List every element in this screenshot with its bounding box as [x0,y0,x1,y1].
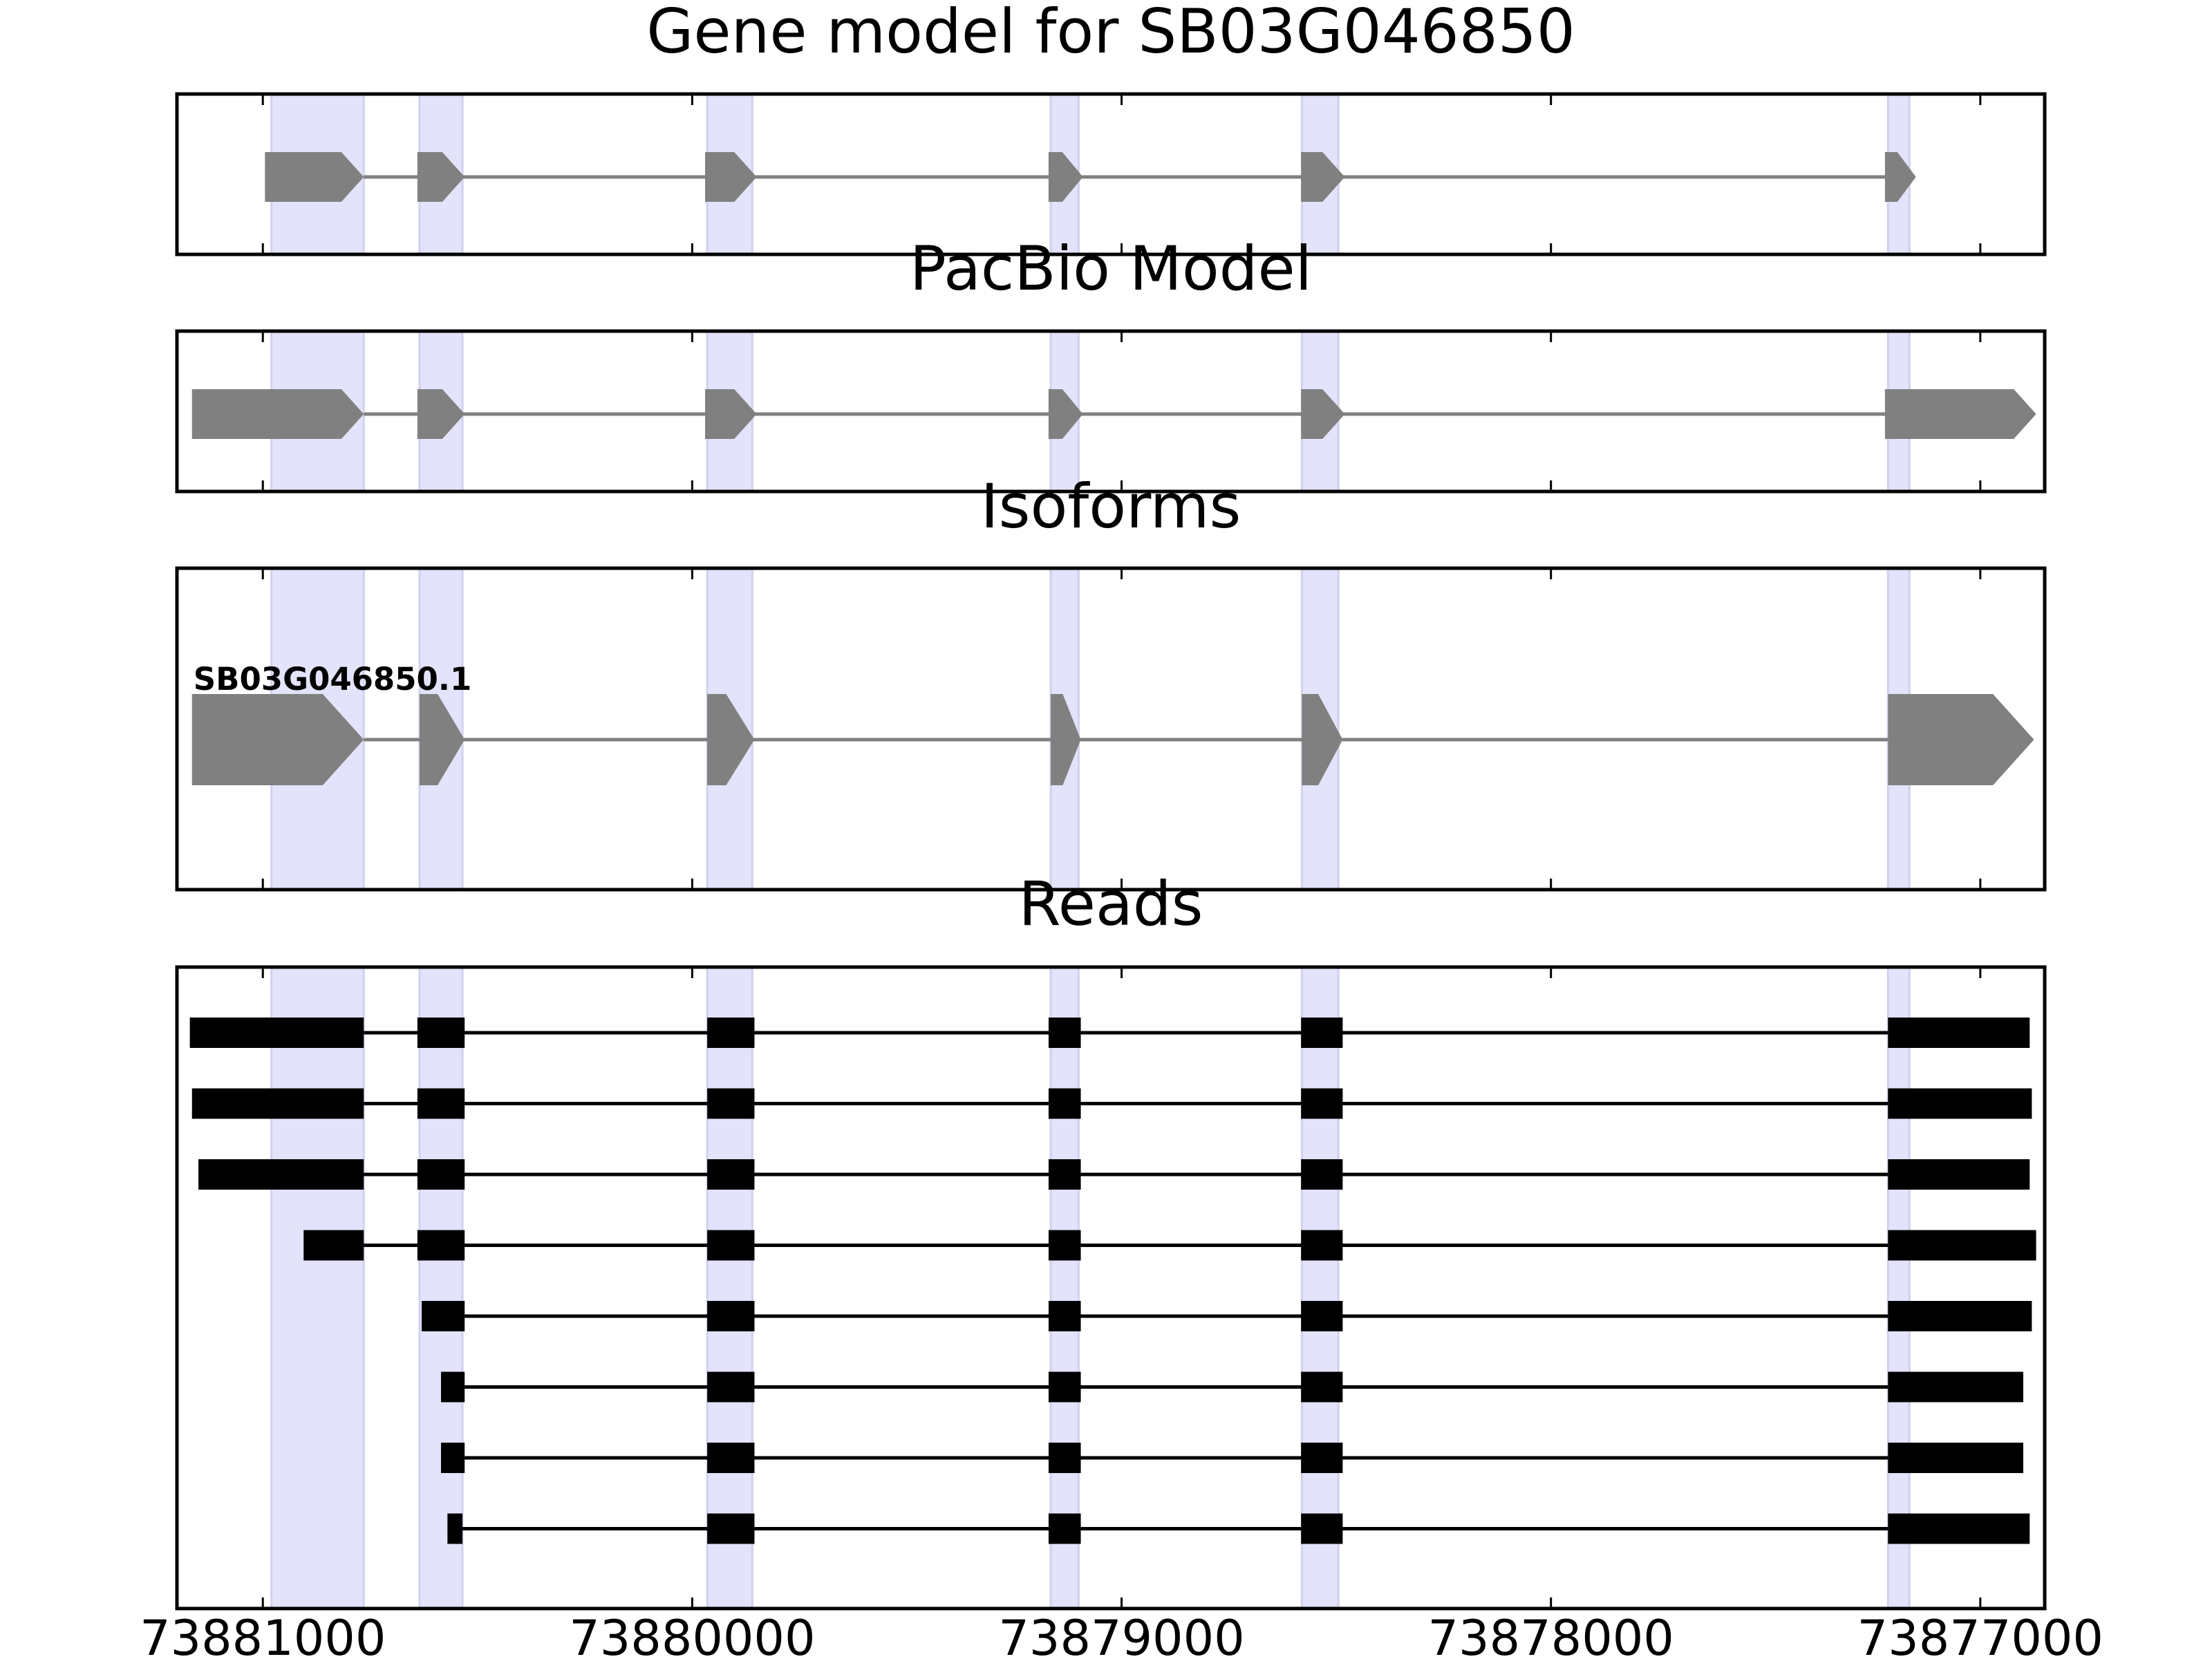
read-block [198,1159,364,1190]
exon-shape [417,152,465,202]
exon-shape [1301,152,1345,202]
panel-title: PacBio Model [910,233,1312,304]
read-block [707,1301,755,1331]
read-block [1888,1018,2030,1048]
panel-title: Gene model for SB03G046850 [646,0,1575,67]
isoform-label: SB03G046850.1 [194,661,472,697]
x-tick-label: 73880000 [569,1610,815,1659]
highlight-regions [270,93,1911,1610]
exon-shape [1051,694,1081,785]
read-block [1048,1301,1081,1331]
read-block [1888,1230,2036,1261]
isoform-track [191,694,2034,785]
read-block [1301,1230,1343,1261]
read-block [1301,1088,1343,1119]
exon-shape [417,389,465,439]
read-block [707,1088,755,1119]
read-block [1301,1371,1343,1403]
read-block [1301,1018,1343,1048]
read-block [707,1018,755,1048]
exon-shape [191,389,364,439]
exon-shape [1048,152,1083,202]
text-layer: SB03G046850.1 Gene model for SB03G046850 P… [140,0,2103,1659]
panel-frames [175,92,2047,1611]
highlight-band [1049,966,1080,1610]
highlight-band [270,966,365,1610]
exon-shape [1884,152,1916,202]
read-block [707,1371,755,1403]
exon-shape [1302,694,1343,785]
exon-shape [1048,389,1083,439]
exon-shape [1888,694,2034,785]
exon-shape [1301,389,1345,439]
read-block [447,1513,463,1544]
exon-shape [705,152,757,202]
read-track [198,1159,2030,1190]
read-block [441,1443,465,1473]
read-track [441,1371,2023,1403]
exon-shape [265,152,364,202]
read-block [1888,1371,2023,1403]
read-track [303,1230,2036,1261]
x-tick-label: 73878000 [1428,1610,1674,1659]
read-block [1048,1088,1081,1119]
read-track [441,1443,2023,1473]
read-block [1888,1088,2032,1119]
read-track [189,1018,2030,1048]
panel-frame [175,566,2047,892]
exon-shape [1884,389,2036,439]
read-track [422,1301,2032,1331]
read-block [707,1159,755,1190]
read-block [1048,1371,1081,1403]
panel-frame [175,329,2047,494]
read-block [1048,1443,1081,1473]
read-block [1048,1513,1081,1544]
read-block [707,1230,755,1261]
read-track [447,1513,2030,1544]
feature-layer [189,152,2036,1544]
read-block [1048,1018,1081,1048]
read-block [422,1301,465,1331]
read-block [1048,1159,1081,1190]
read-block [1301,1443,1343,1473]
x-tick-label: 73877000 [1857,1610,2103,1659]
read-block [1048,1230,1081,1261]
read-block [417,1159,465,1190]
read-block [1888,1159,2030,1190]
panel-title: Isoforms [981,471,1241,542]
exon-shape [705,389,757,439]
panel-frame [175,965,2047,1611]
read-track [191,1088,2032,1119]
read-block [707,1443,755,1473]
read-block [1301,1513,1343,1544]
panel-frame [175,92,2047,256]
exon-shape [191,694,364,785]
pacbio-model-track [191,389,2036,439]
read-block [303,1230,364,1261]
x-tick-label: 73879000 [998,1610,1244,1659]
read-block [707,1513,755,1544]
read-block [189,1018,364,1048]
read-block [1888,1513,2030,1544]
gene-model-track [265,152,1916,202]
highlight-band [418,966,464,1610]
read-block [1888,1443,2023,1473]
exon-shape [707,694,755,785]
panel-title: Reads [1019,868,1203,939]
exon-shape [419,694,465,785]
highlight-band [1300,966,1340,1610]
read-block [191,1088,364,1119]
read-block [417,1018,465,1048]
read-block [1301,1159,1343,1190]
read-block [417,1230,465,1261]
highlight-band [1886,966,1911,1610]
read-block [1888,1301,2032,1331]
x-tick-label: 73881000 [140,1610,386,1659]
highlight-band [706,966,753,1610]
read-block [1301,1301,1343,1331]
read-block [417,1088,465,1119]
read-block [441,1371,465,1403]
